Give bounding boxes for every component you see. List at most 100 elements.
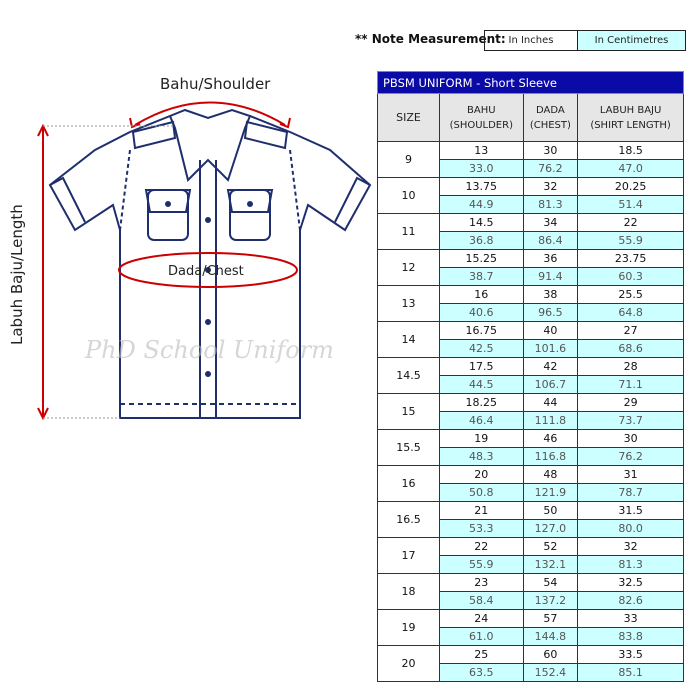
- inch-cell: 57: [522, 609, 579, 628]
- cm-cell: 63.5: [439, 663, 524, 682]
- cm-cell: 73.7: [577, 411, 684, 430]
- table-title: PBSM UNIFORM - Short Sleeve: [377, 71, 684, 94]
- cm-cell: 48.3: [439, 447, 524, 466]
- cm-cell: 38.7: [439, 267, 524, 286]
- legend-centimetres: In Centimetres: [577, 31, 685, 50]
- cm-cell: 76.2: [522, 159, 579, 178]
- column-header: DADA (CHEST): [522, 93, 579, 142]
- size-cell: 14.5: [377, 357, 440, 394]
- cm-cell: 60.3: [577, 267, 684, 286]
- size-cell: 17: [377, 537, 440, 574]
- table-row-inches: 14.5 17.5 42 28: [377, 357, 684, 394]
- column-header: BAHU (SHOULDER): [439, 93, 524, 142]
- inch-cell: 31: [577, 465, 684, 484]
- inch-cell: 25.5: [577, 285, 684, 304]
- chest-label: Dada/Chest: [168, 264, 244, 279]
- table-row-inches: 14 16.75 40 27: [377, 321, 684, 358]
- inch-cell: 22: [577, 213, 684, 232]
- cm-cell: 83.8: [577, 627, 684, 646]
- table-row-cm: 46.4 111.8 73.7: [378, 411, 684, 430]
- size-cell: 15.5: [377, 429, 440, 466]
- table-row-cm: 50.8 121.9 78.7: [378, 483, 684, 502]
- table-row-cm: 48.3 116.8 76.2: [378, 447, 684, 466]
- length-label: Labuh Baju/Length: [8, 204, 26, 345]
- inch-cell: 44: [522, 393, 579, 412]
- cm-cell: 106.7: [522, 375, 579, 394]
- size-cell: 15: [377, 393, 440, 430]
- inch-cell: 18.25: [439, 393, 524, 412]
- shirt-diagram: PhD School Uniform Bahu/Shoulder Dada/Ch…: [8, 75, 372, 421]
- inch-cell: 29: [577, 393, 684, 412]
- shoulder-label: Bahu/Shoulder: [160, 75, 271, 93]
- inch-cell: 16: [439, 285, 524, 304]
- inch-cell: 38: [522, 285, 579, 304]
- buttons: [165, 201, 253, 377]
- inch-cell: 42: [522, 357, 579, 376]
- inch-cell: 20.25: [577, 177, 684, 196]
- cm-cell: 144.8: [522, 627, 579, 646]
- table-row-inches: 18 23 54 32.5: [377, 573, 684, 610]
- size-cell: 9: [377, 141, 440, 178]
- table-row-inches: 9 13 30 18.5: [377, 141, 684, 178]
- cm-cell: 85.1: [577, 663, 684, 682]
- inch-cell: 31.5: [577, 501, 684, 520]
- cm-cell: 53.3: [439, 519, 524, 538]
- inch-cell: 54: [522, 573, 579, 592]
- watermark: PhD School Uniform: [84, 336, 334, 364]
- table-row-inches: 13 16 38 25.5: [377, 285, 684, 322]
- cm-cell: 81.3: [577, 555, 684, 574]
- inch-cell: 17.5: [439, 357, 524, 376]
- cm-cell: 44.9: [439, 195, 524, 214]
- cm-cell: 55.9: [577, 231, 684, 250]
- inch-cell: 15.25: [439, 249, 524, 268]
- size-cell: 16.5: [377, 501, 440, 538]
- inch-cell: 19: [439, 429, 524, 448]
- table-row-inches: 17 22 52 32: [377, 537, 684, 574]
- table-row-cm: 44.9 81.3 51.4: [378, 195, 684, 214]
- cm-cell: 137.2: [522, 591, 579, 610]
- inch-cell: 14.5: [439, 213, 524, 232]
- inch-cell: 13: [439, 141, 524, 160]
- table-row-cm: 63.5 152.4 85.1: [378, 663, 684, 682]
- cm-cell: 33.0: [439, 159, 524, 178]
- inch-cell: 40: [522, 321, 579, 340]
- table-row-inches: 19 24 57 33: [377, 609, 684, 646]
- chest-ellipse: [118, 252, 298, 288]
- inch-cell: 32: [522, 177, 579, 196]
- cm-cell: 81.3: [522, 195, 579, 214]
- inch-cell: 23.75: [577, 249, 684, 268]
- inch-cell: 60: [522, 645, 579, 664]
- size-cell: 10: [377, 177, 440, 214]
- inch-cell: 30: [522, 141, 579, 160]
- cm-cell: 101.6: [522, 339, 579, 358]
- size-table: PBSM UNIFORM - Short Sleeve SIZE BAHU (SH…: [377, 71, 684, 682]
- cm-cell: 116.8: [522, 447, 579, 466]
- size-cell: 18: [377, 573, 440, 610]
- table-row-inches: 20 25 60 33.5: [377, 645, 684, 682]
- cm-cell: 71.1: [577, 375, 684, 394]
- inch-cell: 33.5: [577, 645, 684, 664]
- shoulder-arrow: [134, 101, 286, 126]
- table-row-cm: 33.0 76.2 47.0: [378, 159, 684, 178]
- table-row-inches: 11 14.5 34 22: [377, 213, 684, 250]
- table-row-cm: 55.9 132.1 81.3: [378, 555, 684, 574]
- size-cell: 19: [377, 609, 440, 646]
- table-row-inches: 12 15.25 36 23.75: [377, 249, 684, 286]
- inch-cell: 48: [522, 465, 579, 484]
- table-row-inches: 15 18.25 44 29: [377, 393, 684, 430]
- cm-cell: 152.4: [522, 663, 579, 682]
- cm-cell: 61.0: [439, 627, 524, 646]
- inch-cell: 24: [439, 609, 524, 628]
- table-row-cm: 58.4 137.2 82.6: [378, 591, 684, 610]
- cm-cell: 80.0: [577, 519, 684, 538]
- inch-cell: 22: [439, 537, 524, 556]
- cm-cell: 50.8: [439, 483, 524, 502]
- inch-cell: 34: [522, 213, 579, 232]
- inch-cell: 36: [522, 249, 579, 268]
- inch-cell: 28: [577, 357, 684, 376]
- cm-cell: 40.6: [439, 303, 524, 322]
- inch-cell: 20: [439, 465, 524, 484]
- cm-cell: 42.5: [439, 339, 524, 358]
- shirt-outline: [48, 108, 372, 419]
- cm-cell: 111.8: [522, 411, 579, 430]
